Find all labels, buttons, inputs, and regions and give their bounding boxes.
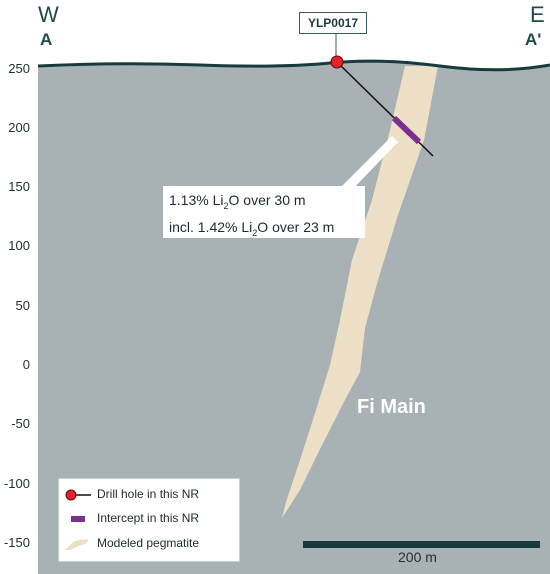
y-tick: -150 [3,535,30,550]
callout-line-2: incl. 1.42% Li2O over 23 m [169,218,335,238]
drill-hole-label: YLP0017 [299,12,367,34]
legend-item-pegmatite: Modeled pegmatite [59,534,239,554]
pegmatite-body-label: Fi Main [357,396,426,418]
topography-line [37,59,550,72]
scale-bar-label: 200 m [398,549,437,565]
west-direction: W [38,2,59,27]
intercept-segment [391,115,422,145]
y-tick: 200 [8,120,30,135]
legend-label: Drill hole in this NR [97,487,200,501]
pegmatite-body [282,66,438,518]
y-tick: -100 [3,476,30,491]
scale-bar [303,541,540,548]
drill-collar-marker [330,55,344,69]
legend: Drill hole in this NR Intercept in this … [58,478,240,562]
y-tick: -50 [11,416,30,431]
legend-item-intercept: Intercept in this NR [59,509,239,529]
y-tick: 0 [22,357,30,372]
callout-line-1: 1.13% Li2O over 30 m [169,192,306,211]
intercept-callout: 1.13% Li2O over 30 m incl. 1.42% Li2O ov… [163,186,365,238]
legend-label: Modeled pegmatite [97,536,200,550]
drill-hole-symbol-icon [65,489,91,501]
east-section-point: A' [525,30,542,49]
y-tick: 100 [8,238,30,253]
legend-label: Intercept in this NR [97,511,200,525]
west-section-point: A [40,30,53,49]
east-direction: E [530,2,545,27]
y-tick: 50 [15,298,30,313]
callout-pointer [336,136,398,192]
y-tick: 150 [8,179,30,194]
intercept-symbol-icon [71,516,85,522]
pegmatite-symbol-icon [65,539,89,550]
y-tick: 250 [8,61,30,76]
legend-item-drill-hole: Drill hole in this NR [59,485,239,505]
